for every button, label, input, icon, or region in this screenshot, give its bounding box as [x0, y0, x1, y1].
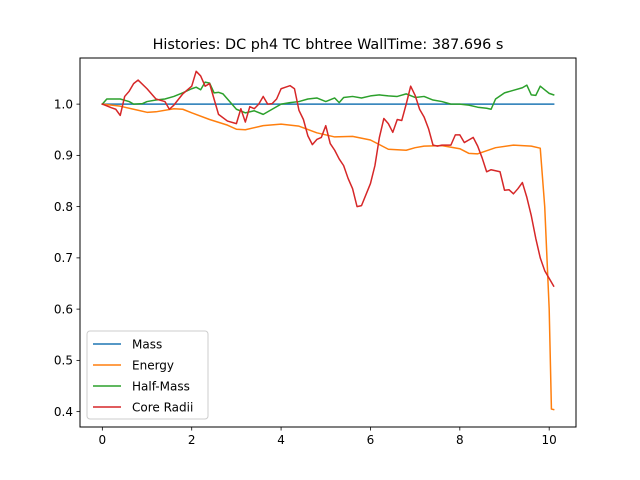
legend: Mass Energy Half-Mass Core Radii: [86, 330, 209, 420]
legend-label-mass: Mass: [132, 337, 162, 351]
legend-box: [86, 330, 209, 420]
y-axis: 0.4 0.5 0.6 0.7 0.8 0.9 1.0: [54, 97, 80, 419]
series-layer: [101, 70, 555, 411]
x-tick-label: 8: [456, 433, 464, 447]
y-tick-label: 0.9: [54, 149, 73, 163]
x-tick-label: 10: [542, 433, 557, 447]
y-tick-label: 1.0: [54, 97, 73, 111]
chart-title: Histories: DC ph4 TC bhtree WallTime: 38…: [153, 37, 504, 53]
x-tick-label: 0: [99, 433, 107, 447]
x-tick-label: 2: [188, 433, 196, 447]
series-line-energy: [101, 103, 555, 411]
x-tick-label: 6: [367, 433, 375, 447]
legend-label-energy: Energy: [132, 358, 174, 372]
y-tick-label: 0.8: [54, 200, 73, 214]
y-tick-label: 0.7: [54, 251, 73, 265]
legend-label-half-mass: Half-Mass: [132, 379, 190, 393]
y-tick-label: 0.6: [54, 302, 73, 316]
series-line-core-radii: [101, 70, 555, 288]
x-axis: 0 2 4 6 8 10: [99, 427, 557, 447]
y-tick-label: 0.5: [54, 354, 73, 368]
y-tick-label: 0.4: [54, 405, 73, 419]
legend-label-core-radii: Core Radii: [132, 400, 193, 414]
x-tick-label: 4: [277, 433, 285, 447]
